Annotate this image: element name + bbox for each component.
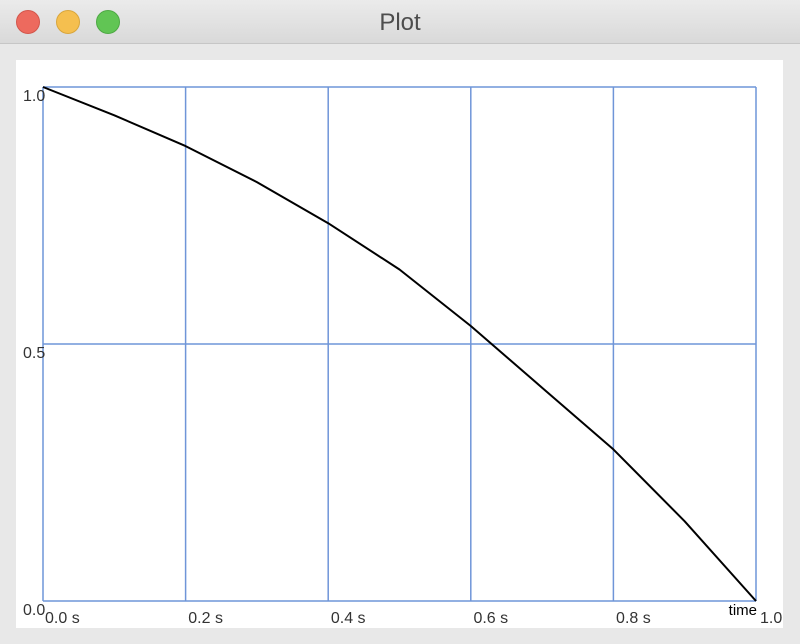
x-axis-label: time: [729, 602, 757, 619]
y-tick-label: 1.0: [23, 88, 45, 105]
window-title: Plot: [379, 9, 421, 36]
x-tick-label: 1.0: [760, 610, 782, 627]
minimize-button[interactable]: [56, 10, 80, 34]
x-tick-label: 0.4 s: [331, 610, 366, 627]
title-bar[interactable]: Plot: [0, 0, 800, 44]
series-line: [42, 86, 757, 602]
zoom-button[interactable]: [96, 10, 120, 34]
x-tick-label: 0.2 s: [188, 610, 223, 627]
y-tick-label: 0.0: [23, 602, 45, 619]
x-tick-label: 0.0 s: [45, 610, 80, 627]
y-tick-label: 0.5: [23, 345, 45, 362]
x-tick-label: 0.8 s: [616, 610, 651, 627]
close-button[interactable]: [16, 10, 40, 34]
x-tick-label: 0.6 s: [473, 610, 508, 627]
